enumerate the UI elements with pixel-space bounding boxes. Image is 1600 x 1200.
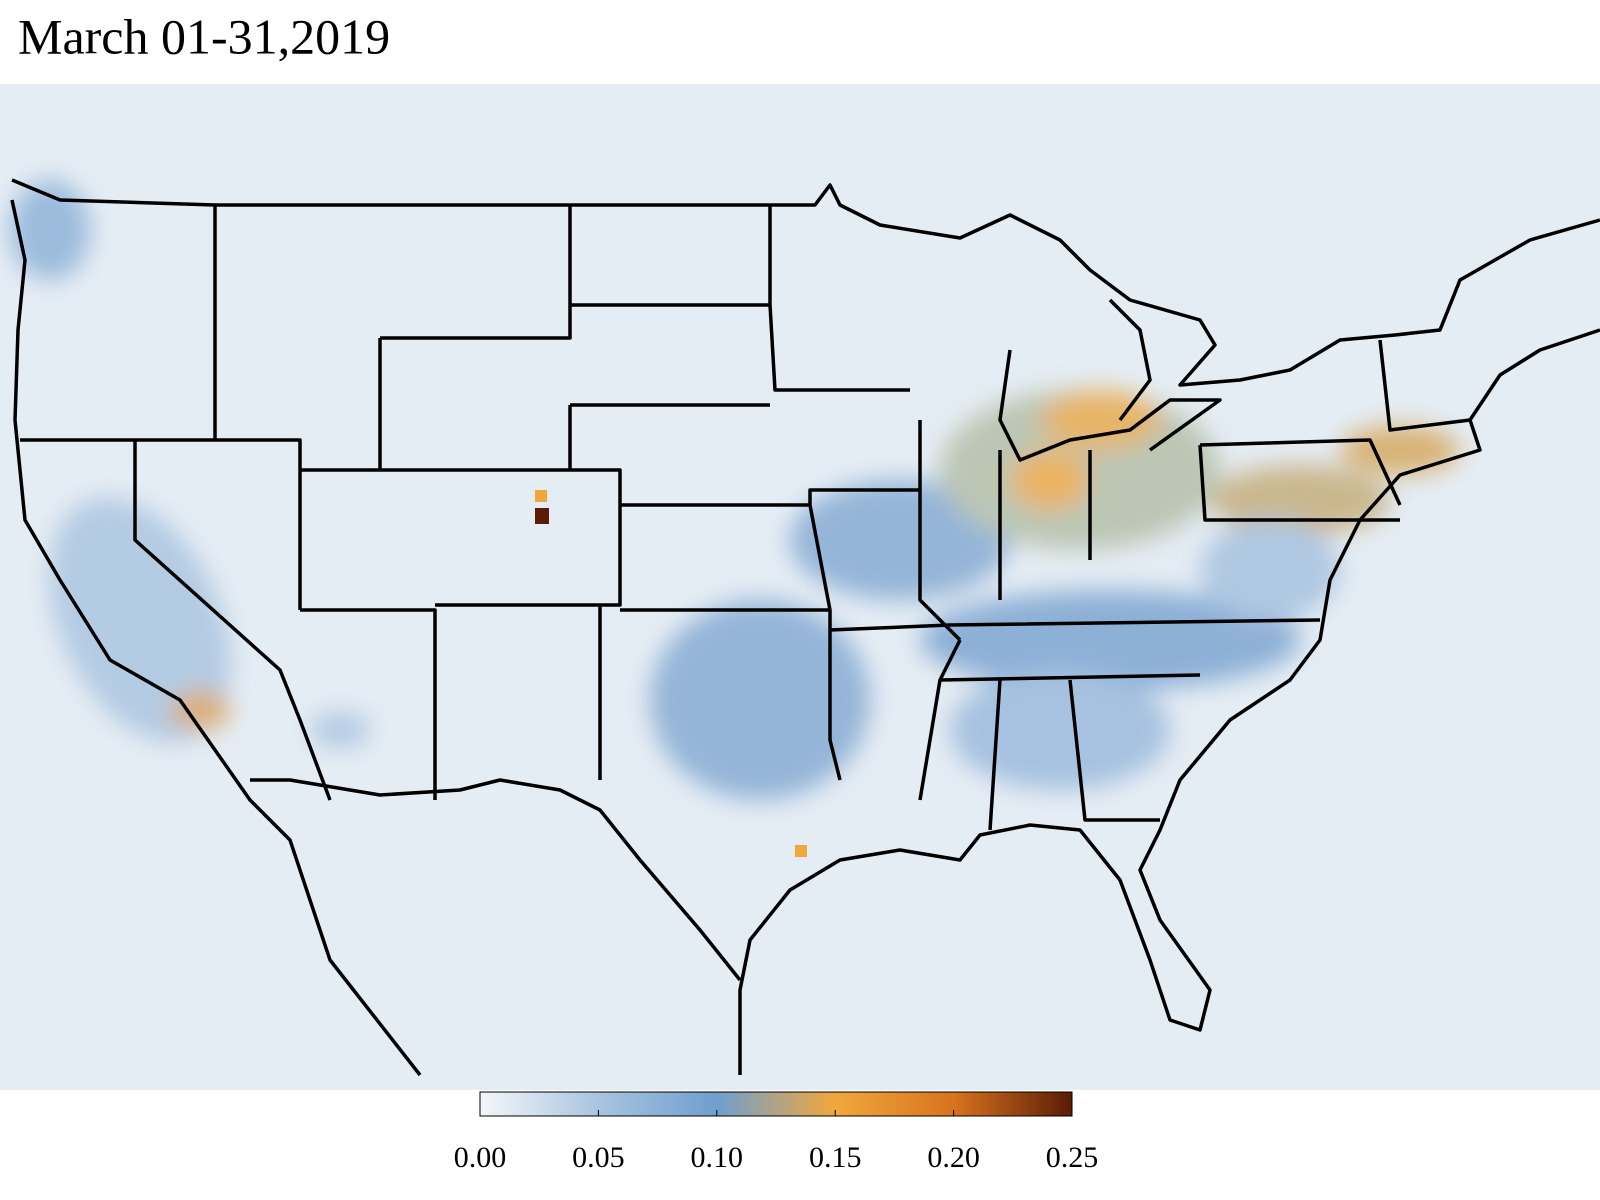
colorbar: [479, 1091, 1073, 1117]
heat-regions: [10, 180, 1460, 800]
hotspot: [795, 845, 807, 857]
tick-label: 0.05: [572, 1141, 625, 1174]
tick-label: 0.25: [1046, 1141, 1099, 1174]
state-borders: [10, 178, 1600, 1077]
map-title: March 01-31,2019: [18, 8, 390, 64]
tick-label: 0.20: [927, 1141, 980, 1174]
hotspot: [535, 490, 547, 502]
tick-label: 0.00: [454, 1141, 507, 1174]
tick-label: 0.15: [809, 1141, 862, 1174]
tick-label: 0.10: [691, 1141, 744, 1174]
map-background: [0, 84, 1600, 1090]
hotspot: [535, 508, 549, 524]
